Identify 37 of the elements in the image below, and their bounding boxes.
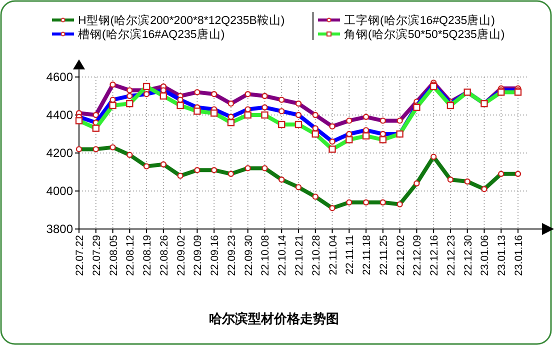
legend-label: 工字钢(哈尔滨16#Q235唐山) — [344, 13, 496, 27]
x-tick-label: 22.09.23 — [226, 234, 238, 276]
y-tick-label: 3800 — [46, 222, 74, 236]
legend-label: H型钢(哈尔滨200*200*8*12Q235B鞍山) — [78, 13, 285, 27]
x-tick-label: 23.01.13 — [496, 234, 508, 276]
x-tick-label: 22.10.14 — [276, 234, 289, 276]
x-tick-label: 23.01.16 — [513, 234, 525, 276]
x-tick-label: 22.10.08 — [260, 234, 272, 276]
legend-label: 槽钢(哈尔滨16#AQ235唐山) — [78, 27, 225, 41]
text: 哈尔滨型材价格走势图 — [209, 311, 339, 326]
legend-label: 角钢(哈尔滨50*50*5Q235唐山) — [344, 27, 505, 41]
x-tick-label: 22.12.23 — [445, 234, 458, 276]
y-tick-label: 4400 — [46, 108, 74, 122]
x-tick-label: 22.07.22 — [74, 234, 86, 276]
x-tick-label: 22.12.16 — [428, 234, 441, 276]
x-tick-label: 22.09.02 — [175, 234, 188, 276]
x-tick-label: 22.11.04 — [327, 234, 340, 276]
x-tick-label: 22.12.09 — [412, 234, 424, 276]
y-tick-label: 4000 — [46, 184, 74, 198]
x-tick-label: 22.11.18 — [361, 234, 374, 276]
x-tick-label: 22.08.19 — [142, 234, 154, 276]
x-tick-label: 22.12.30 — [462, 234, 474, 276]
x-tick-label: 22.07.29 — [90, 234, 103, 276]
y-tick-label: 4200 — [46, 146, 74, 160]
x-tick-label: 22.09.30 — [242, 234, 255, 276]
x-tick-label: 23.01.06 — [479, 234, 492, 276]
x-tick-label: 22.09.16 — [209, 234, 222, 276]
x-tick-label: 22.08.05 — [108, 234, 120, 276]
x-tick-label: 22.09.09 — [192, 234, 204, 276]
y-tick-label: 4600 — [46, 70, 74, 84]
x-tick-label: 22.11.11 — [344, 234, 356, 274]
x-tick-label: 22.10.21 — [294, 234, 306, 276]
x-tick-label: 22.12.02 — [394, 234, 407, 276]
x-tick-label: 22.08.26 — [158, 234, 170, 276]
x-tick-label: 22.08.12 — [124, 234, 137, 276]
x-tick-label: 22.11.25 — [378, 234, 390, 276]
x-tick-label: 22.10.28 — [310, 234, 322, 276]
